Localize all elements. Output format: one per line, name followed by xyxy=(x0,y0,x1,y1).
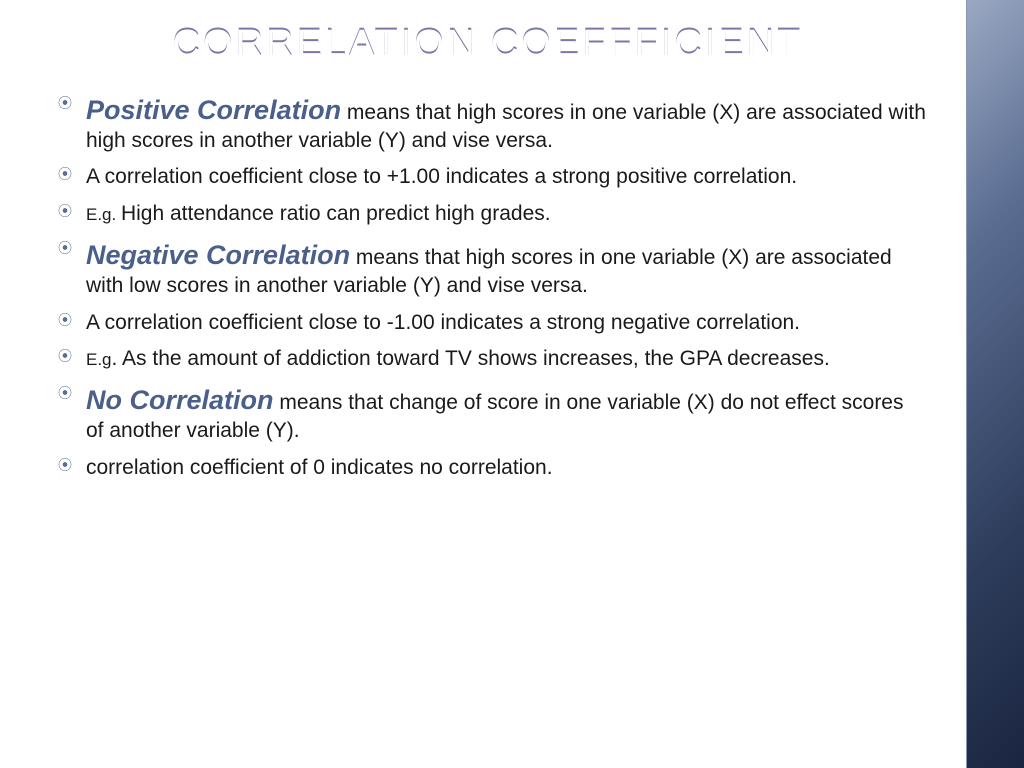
bullet-list: Positive Correlation means that high sco… xyxy=(50,93,926,482)
decorative-sidebar xyxy=(966,0,1024,768)
item-eg: E.g xyxy=(86,350,112,369)
item-body: A correlation coefficient close to +1.00… xyxy=(86,165,797,188)
item-body: . As the amount of addiction toward TV s… xyxy=(112,347,830,370)
item-heading: Positive Correlation xyxy=(86,95,341,125)
slide-content: CORRELATION COEFFFICIENT Positive Correl… xyxy=(0,0,966,768)
list-item: correlation coefficient of 0 indicates n… xyxy=(58,455,926,482)
list-item: A correlation coefficient close to +1.00… xyxy=(58,164,926,191)
item-heading: No Correlation xyxy=(86,385,274,415)
list-item: A correlation coefficient close to -1.00… xyxy=(58,310,926,337)
list-item: E.g. As the amount of addiction toward T… xyxy=(58,346,926,373)
item-body: correlation coefficient of 0 indicates n… xyxy=(86,456,553,479)
slide-title: CORRELATION COEFFFICIENT xyxy=(50,22,926,65)
item-body: A correlation coefficient close to -1.00… xyxy=(86,311,800,334)
item-body: High attendance ratio can predict high g… xyxy=(121,202,551,225)
list-item: Negative Correlation means that high sco… xyxy=(58,238,926,299)
item-heading: Negative Correlation xyxy=(86,240,350,270)
list-item: Positive Correlation means that high sco… xyxy=(58,93,926,154)
list-item: E.g. High attendance ratio can predict h… xyxy=(58,201,926,228)
item-eg: E.g. xyxy=(86,205,121,224)
list-item: No Correlation means that change of scor… xyxy=(58,383,926,444)
